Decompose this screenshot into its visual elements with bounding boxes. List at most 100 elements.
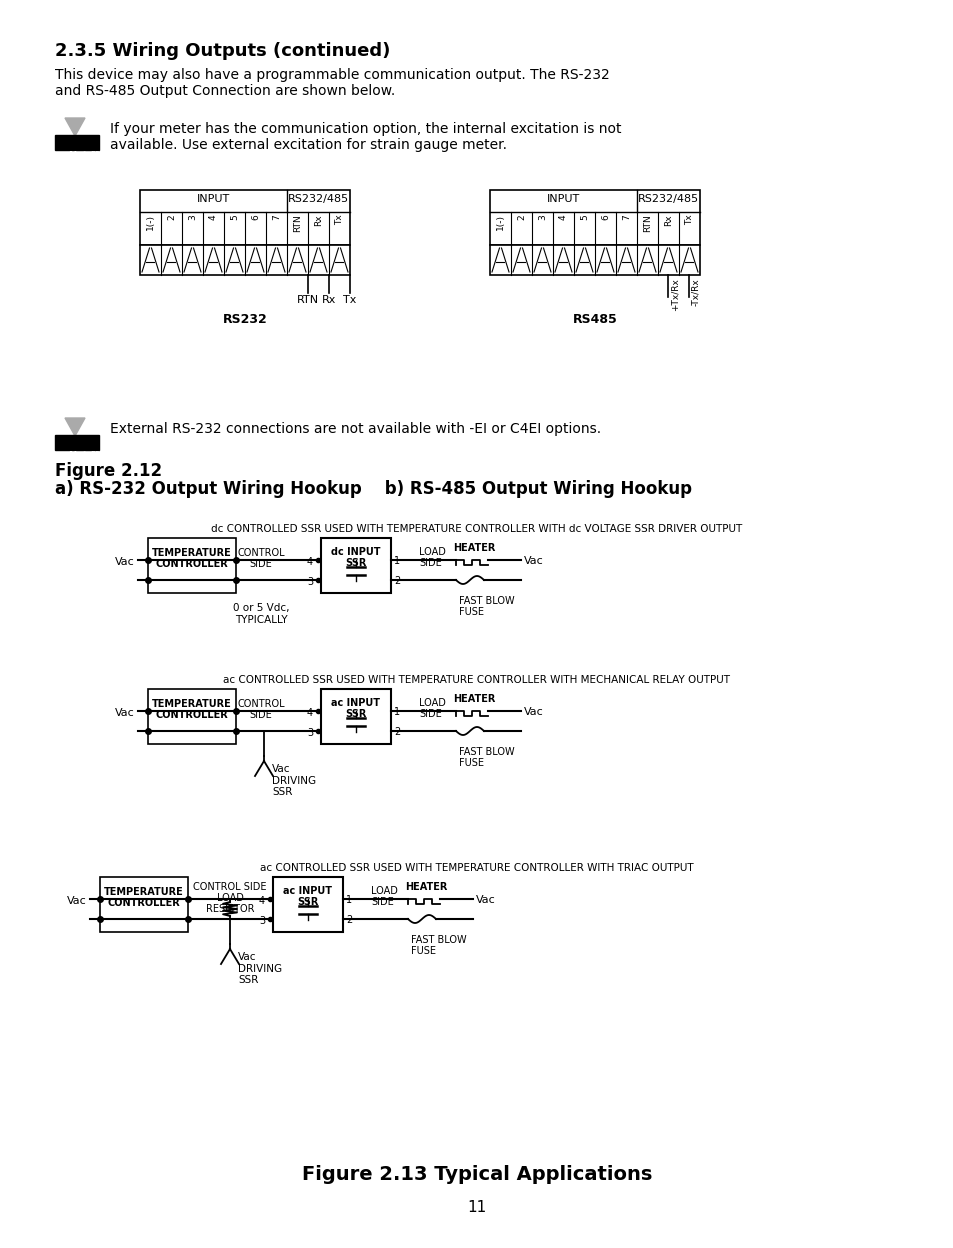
Bar — [55, 436, 99, 451]
Text: SIDE: SIDE — [250, 710, 273, 720]
Text: Note: Note — [68, 151, 94, 161]
Bar — [320, 538, 391, 593]
Polygon shape — [65, 119, 85, 136]
Text: FUSE: FUSE — [411, 946, 436, 956]
Text: SIDE: SIDE — [418, 558, 441, 568]
Text: Vac: Vac — [523, 708, 543, 718]
Bar — [55, 135, 99, 150]
Text: External RS-232 connections are not available with -EI or C4EI options.: External RS-232 connections are not avai… — [110, 422, 600, 436]
Text: SSR: SSR — [297, 897, 318, 907]
Text: 4: 4 — [258, 896, 265, 906]
Text: +Tx/Rx: +Tx/Rx — [670, 278, 679, 311]
Text: Vac: Vac — [272, 764, 291, 774]
Text: 2: 2 — [394, 577, 400, 587]
Text: ac CONTROLLED SSR USED WITH TEMPERATURE CONTROLLER WITH TRIAC OUTPUT: ac CONTROLLED SSR USED WITH TEMPERATURE … — [260, 864, 693, 874]
Text: LOAD: LOAD — [418, 547, 445, 557]
Bar — [148, 689, 235, 744]
Text: INPUT: INPUT — [196, 193, 230, 203]
Text: 4: 4 — [558, 213, 567, 220]
Text: ES: ES — [90, 151, 99, 160]
Text: Figure 2.13 Typical Applications: Figure 2.13 Typical Applications — [301, 1164, 652, 1184]
Text: -Tx/Rx: -Tx/Rx — [691, 278, 700, 306]
Text: 2: 2 — [517, 213, 525, 220]
Text: HEATER: HEATER — [404, 882, 447, 892]
Text: 3: 3 — [307, 577, 313, 587]
Text: RS232/485: RS232/485 — [288, 193, 349, 203]
Bar — [490, 245, 700, 275]
Text: RTN: RTN — [296, 295, 318, 305]
Text: 7: 7 — [272, 213, 281, 220]
Bar — [490, 190, 700, 245]
Text: a) RS-232 Output Wiring Hookup    b) RS-485 Output Wiring Hookup: a) RS-232 Output Wiring Hookup b) RS-485… — [55, 480, 691, 498]
Text: TEMPERATURE: TEMPERATURE — [152, 548, 232, 558]
Text: DRIVING: DRIVING — [272, 776, 315, 786]
Text: INPUT: INPUT — [546, 193, 579, 203]
Text: TEMPERATURE: TEMPERATURE — [104, 887, 184, 897]
Text: Vac: Vac — [67, 896, 87, 906]
Text: SIDE: SIDE — [418, 709, 441, 719]
Text: HEATER: HEATER — [453, 694, 495, 704]
Text: 4: 4 — [307, 708, 313, 718]
Text: CONTROL SIDE: CONTROL SIDE — [193, 882, 267, 892]
Text: Note: Note — [68, 451, 94, 461]
Text: RS485: RS485 — [572, 313, 617, 326]
Text: FUSE: FUSE — [458, 607, 483, 617]
Text: Rx: Rx — [663, 213, 672, 226]
Text: 11: 11 — [467, 1201, 486, 1216]
Text: CONTROLLER: CONTROLLER — [155, 710, 228, 720]
Text: SSR: SSR — [272, 787, 292, 797]
Text: 5: 5 — [579, 213, 588, 220]
Text: TEMPERATURE: TEMPERATURE — [152, 699, 232, 709]
Text: Vac: Vac — [476, 895, 496, 905]
Text: ac INPUT: ac INPUT — [331, 698, 380, 708]
Text: ac INPUT: ac INPUT — [283, 886, 333, 896]
Text: Tx: Tx — [335, 213, 344, 225]
Text: If your meter has the communication option, the internal excitation is not
avail: If your meter has the communication opti… — [110, 122, 620, 152]
Bar — [140, 190, 350, 245]
Text: 2: 2 — [167, 213, 175, 220]
Text: Rx: Rx — [314, 213, 323, 226]
Text: LOAD: LOAD — [371, 886, 397, 896]
Text: dc CONTROLLED SSR USED WITH TEMPERATURE CONTROLLER WITH dc VOLTAGE SSR DRIVER OU: dc CONTROLLED SSR USED WITH TEMPERATURE … — [212, 524, 741, 534]
Text: ES: ES — [90, 451, 99, 461]
Text: 3: 3 — [258, 916, 265, 926]
Text: RS232: RS232 — [222, 313, 267, 326]
Text: 2: 2 — [394, 728, 400, 738]
Bar — [140, 245, 350, 275]
Text: SSR: SSR — [345, 709, 366, 719]
Text: 7: 7 — [621, 213, 630, 220]
Text: 1: 1 — [394, 557, 399, 567]
Text: Vac: Vac — [115, 557, 135, 567]
Text: 3: 3 — [537, 213, 546, 220]
Text: HEATER: HEATER — [453, 543, 495, 553]
Text: FUSE: FUSE — [458, 758, 483, 768]
Text: Vac: Vac — [237, 952, 256, 962]
Text: RS232/485: RS232/485 — [638, 193, 699, 203]
Text: SIDE: SIDE — [371, 897, 394, 907]
Text: 6: 6 — [600, 213, 609, 220]
Text: 2.3.5 Wiring Outputs (continued): 2.3.5 Wiring Outputs (continued) — [55, 42, 390, 60]
Text: Vac: Vac — [523, 557, 543, 567]
Text: FAST BLOW: FAST BLOW — [458, 748, 514, 758]
Text: LOAD: LOAD — [216, 894, 243, 904]
Text: TYPICALLY: TYPICALLY — [234, 615, 287, 625]
Text: RESISTOR: RESISTOR — [206, 904, 254, 914]
Text: RTN: RTN — [642, 213, 651, 232]
Text: 1: 1 — [346, 895, 352, 905]
Text: SIDE: SIDE — [250, 559, 273, 569]
Text: SSR: SSR — [237, 975, 258, 985]
Text: 3: 3 — [188, 213, 196, 220]
Text: This device may also have a programmable communication output. The RS-232
and RS: This device may also have a programmable… — [55, 67, 609, 99]
Text: CONTROLLER: CONTROLLER — [155, 559, 228, 569]
Text: ac CONTROLLED SSR USED WITH TEMPERATURE CONTROLLER WITH MECHANICAL RELAY OUTPUT: ac CONTROLLED SSR USED WITH TEMPERATURE … — [223, 675, 730, 685]
Text: Tx: Tx — [343, 295, 356, 305]
Bar — [320, 689, 391, 744]
Text: Rx: Rx — [321, 295, 335, 305]
Text: 4: 4 — [307, 557, 313, 567]
Text: CONTROLLER: CONTROLLER — [108, 899, 180, 909]
Text: 2: 2 — [346, 915, 352, 925]
Text: 6: 6 — [251, 213, 260, 220]
Text: 1(-): 1(-) — [496, 213, 504, 230]
Text: SSR: SSR — [345, 558, 366, 568]
Polygon shape — [65, 418, 85, 436]
